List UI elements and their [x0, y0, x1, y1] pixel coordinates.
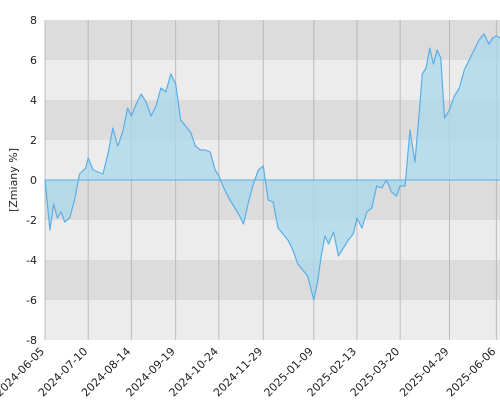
- series-area-fill: [45, 34, 500, 300]
- background-band: [45, 220, 500, 260]
- y-tick-label: 6: [30, 54, 37, 67]
- x-tick-label: 2025-06-06: [444, 345, 498, 399]
- y-tick-label: 8: [30, 14, 37, 27]
- y-axis-ticks: 8 6 4 2 0 -2 -4 -6 -8: [26, 14, 37, 347]
- series-line: [44, 33, 500, 301]
- y-tick-label: -4: [26, 254, 37, 267]
- y-tick-label: -6: [26, 294, 37, 307]
- y-axis-label: [Zmiany %]: [7, 148, 20, 212]
- y-tick-label: 4: [30, 94, 37, 107]
- y-tick-label: 2: [30, 134, 37, 147]
- y-tick-label: 0: [30, 174, 37, 187]
- y-tick-label: -2: [26, 214, 37, 227]
- x-axis-ticks: 2024-06-052024-07-102024-08-142024-09-19…: [0, 345, 498, 399]
- background-band: [45, 300, 500, 340]
- background-band: [45, 260, 500, 300]
- y-tick-label: -8: [26, 334, 37, 347]
- background-band: [45, 20, 500, 60]
- x-tick-label: 2025-04-29: [397, 345, 451, 399]
- series-area: [44, 33, 500, 301]
